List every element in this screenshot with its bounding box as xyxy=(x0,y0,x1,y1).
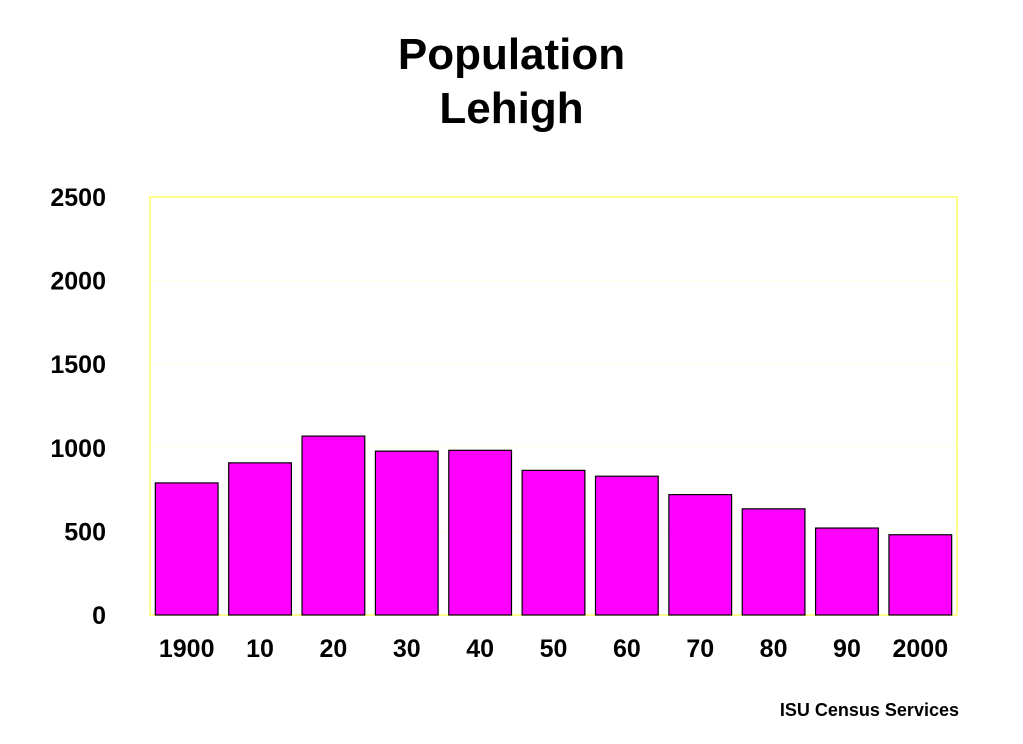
x-tick-label: 40 xyxy=(466,635,494,663)
bar-40 xyxy=(448,449,513,616)
x-tick-label: 50 xyxy=(540,635,568,663)
x-axis-tick-labels: 1900 10 20 30 40 50 60 70 80 90 2000 xyxy=(159,635,948,663)
chart-title-line-1: Population xyxy=(397,30,626,79)
x-tick-label: 80 xyxy=(760,635,788,663)
y-axis-tick-labels: 0 500 1000 1500 2000 2500 xyxy=(50,184,106,630)
chart-title-line-2: Lehigh xyxy=(439,84,584,133)
source-credit: ISU Census Services xyxy=(779,700,959,720)
x-tick-label: 60 xyxy=(613,635,641,663)
bar-90 xyxy=(814,527,879,616)
y-tick-label: 1000 xyxy=(50,435,106,463)
bar-60 xyxy=(594,475,659,616)
bar-70 xyxy=(668,494,733,616)
x-tick-label: 1900 xyxy=(159,635,215,663)
x-tick-label: 20 xyxy=(320,635,348,663)
chart-title: Population Lehigh xyxy=(0,28,1023,136)
bar-50 xyxy=(521,469,586,616)
x-tick-label: 2000 xyxy=(893,635,949,663)
bar-80 xyxy=(741,508,806,616)
y-tick-label: 500 xyxy=(64,518,106,546)
x-tick-label: 70 xyxy=(686,635,714,663)
x-tick-label: 10 xyxy=(246,635,274,663)
x-tick-label: 30 xyxy=(393,635,421,663)
bar-1900 xyxy=(154,482,219,616)
y-tick-label: 1500 xyxy=(50,351,106,379)
bar-10 xyxy=(228,462,293,616)
x-tick-label: 90 xyxy=(833,635,861,663)
y-tick-label: 2000 xyxy=(50,268,106,296)
bar-2000 xyxy=(888,534,953,616)
y-tick-label: 2500 xyxy=(50,184,106,212)
bar-20 xyxy=(301,435,366,616)
y-tick-label: 0 xyxy=(92,602,106,630)
bars xyxy=(154,435,953,616)
bar-30 xyxy=(374,450,439,616)
